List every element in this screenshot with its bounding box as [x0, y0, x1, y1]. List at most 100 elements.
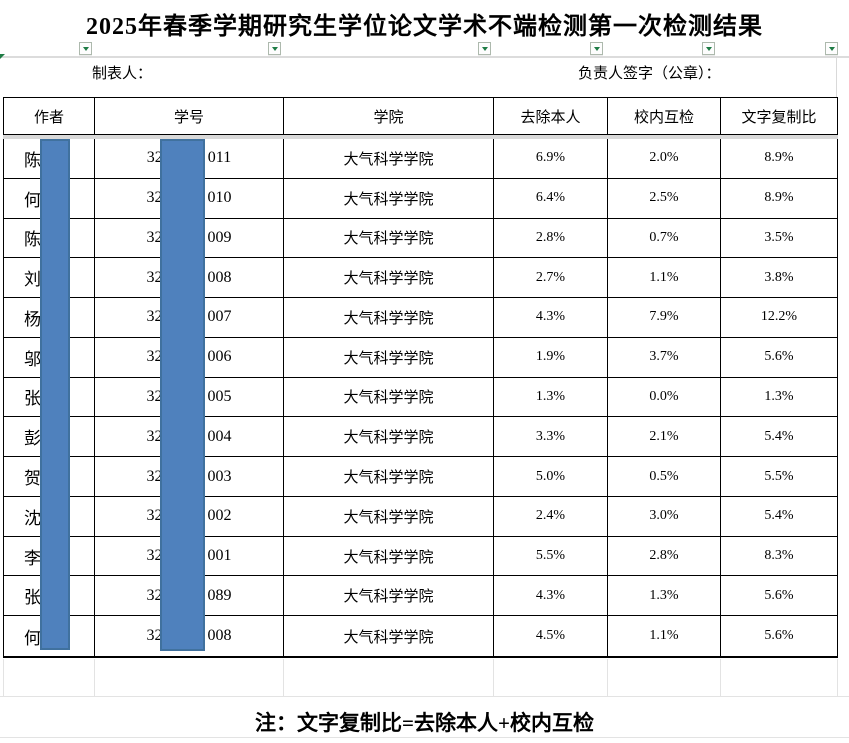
cell-college[interactable]: 大气科学学院: [284, 377, 494, 417]
column-header-author[interactable]: 作者: [4, 98, 95, 134]
cell-self-excluded[interactable]: 6.4%: [494, 178, 608, 218]
cell-college[interactable]: 大气科学学院: [284, 178, 494, 218]
cell-internal-check[interactable]: 3.7%: [608, 337, 721, 377]
cell-student-id[interactable]: 32 089: [95, 576, 284, 616]
cell-copy-ratio[interactable]: 5.6%: [764, 628, 794, 644]
cell-author[interactable]: 何: [4, 178, 95, 218]
cell-student-id[interactable]: 32 011: [95, 139, 284, 178]
cell-internal-check[interactable]: 0.5%: [608, 457, 721, 496]
column-header-internal-check[interactable]: 校内互检: [608, 98, 721, 134]
cell-author[interactable]: 陈: [4, 218, 95, 258]
cell-copy-ratio[interactable]: 3.5%: [764, 229, 794, 245]
cell-internal-check[interactable]: 0.7%: [608, 218, 721, 258]
cell-internal-check[interactable]: 7.9%: [608, 298, 721, 337]
cell-copy-ratio[interactable]: 5.6%: [764, 349, 794, 365]
cell-student-id[interactable]: 32 003: [95, 457, 284, 496]
cell-college[interactable]: 大气科学学院: [284, 258, 494, 298]
column-header-student-id[interactable]: 学号: [95, 98, 284, 134]
cell-internal-check[interactable]: 1.1%: [608, 616, 721, 656]
cell-author[interactable]: 沈: [4, 496, 95, 536]
cell-student-id[interactable]: 32 008: [95, 258, 284, 298]
cell-author[interactable]: 杨: [4, 298, 95, 337]
cell-college[interactable]: 大气科学学院: [284, 616, 494, 656]
cell-copy-ratio[interactable]: 1.3%: [764, 388, 794, 404]
cell-self-excluded[interactable]: 5.0%: [494, 457, 608, 496]
cell-copy-ratio[interactable]: 8.3%: [764, 548, 794, 564]
filter-dropdown-button[interactable]: [590, 42, 603, 55]
cell-college[interactable]: 大气科学学院: [284, 536, 494, 576]
cell-college[interactable]: 大气科学学院: [284, 337, 494, 377]
cell-self-excluded[interactable]: 6.9%: [494, 139, 608, 178]
cell-internal-check[interactable]: 2.0%: [608, 139, 721, 178]
row-divider-line: [0, 56, 849, 58]
table-header-row: 作者 学号 学院 去除本人 校内互检 文字复制比: [3, 97, 838, 135]
cell-author[interactable]: 刘: [4, 258, 95, 298]
cell-self-excluded[interactable]: 3.3%: [494, 417, 608, 457]
cell-author[interactable]: 张: [4, 576, 95, 616]
student-id-prefix: 32: [146, 228, 163, 246]
cell-college[interactable]: 大气科学学院: [284, 298, 494, 337]
page-title: 2025年春季学期研究生学位论文学术不端检测第一次检测结果: [86, 14, 763, 40]
cell-internal-check[interactable]: 2.1%: [608, 417, 721, 457]
column-header-copy-ratio[interactable]: 文字复制比: [741, 108, 817, 126]
cell-college[interactable]: 大气科学学院: [284, 139, 494, 178]
filter-dropdown-button[interactable]: [79, 42, 92, 55]
cell-author[interactable]: 张: [4, 377, 95, 417]
cell-internal-check[interactable]: 2.8%: [608, 536, 721, 576]
cell-college[interactable]: 大气科学学院: [284, 457, 494, 496]
cell-student-id[interactable]: 32 006: [95, 337, 284, 377]
cell-self-excluded[interactable]: 5.5%: [494, 536, 608, 576]
column-header-self-excluded[interactable]: 去除本人: [494, 98, 608, 134]
cell-self-excluded[interactable]: 2.7%: [494, 258, 608, 298]
cell-self-excluded[interactable]: 1.3%: [494, 377, 608, 417]
cell-self-excluded[interactable]: 2.4%: [494, 496, 608, 536]
cell-self-excluded[interactable]: 2.8%: [494, 218, 608, 258]
student-id-prefix: 32: [146, 467, 163, 485]
filter-dropdown-button[interactable]: [825, 42, 838, 55]
cell-student-id[interactable]: 32 004: [95, 417, 284, 457]
cell-self-excluded[interactable]: 4.3%: [494, 298, 608, 337]
cell-copy-ratio[interactable]: 12.2%: [760, 309, 798, 325]
author-visible-text: 陈: [24, 230, 41, 250]
student-id-suffix: 001: [207, 547, 232, 565]
cell-student-id[interactable]: 32 008: [95, 616, 284, 656]
cell-student-id[interactable]: 32 002: [95, 496, 284, 536]
cell-college[interactable]: 大气科学学院: [284, 496, 494, 536]
cell-author[interactable]: 陈: [4, 139, 95, 178]
cell-copy-ratio[interactable]: 5.6%: [764, 587, 794, 603]
cell-author[interactable]: 邬: [4, 337, 95, 377]
cell-self-excluded[interactable]: 4.5%: [494, 616, 608, 656]
filter-dropdown-icon: [481, 46, 488, 51]
cell-author[interactable]: 贺: [4, 457, 95, 496]
cell-internal-check[interactable]: 1.1%: [608, 258, 721, 298]
cell-copy-ratio[interactable]: 3.8%: [764, 269, 794, 285]
cell-internal-check[interactable]: 1.3%: [608, 576, 721, 616]
filter-dropdown-button[interactable]: [268, 42, 281, 55]
cell-student-id[interactable]: 32 005: [95, 377, 284, 417]
cell-author[interactable]: 何: [4, 616, 95, 656]
cell-internal-check[interactable]: 3.0%: [608, 496, 721, 536]
cell-self-excluded[interactable]: 1.9%: [494, 337, 608, 377]
column-header-college[interactable]: 学院: [284, 98, 494, 134]
filter-dropdown-button[interactable]: [702, 42, 715, 55]
cell-college[interactable]: 大气科学学院: [284, 417, 494, 457]
cell-student-id[interactable]: 32 010: [95, 178, 284, 218]
cell-self-excluded[interactable]: 4.3%: [494, 576, 608, 616]
cell-student-id[interactable]: 32 001: [95, 536, 284, 576]
cell-college[interactable]: 大气科学学院: [284, 576, 494, 616]
cell-internal-check[interactable]: 2.5%: [608, 178, 721, 218]
cell-internal-check[interactable]: 0.0%: [608, 377, 721, 417]
cell-student-id[interactable]: 32 009: [95, 218, 284, 258]
cell-college[interactable]: 大气科学学院: [284, 218, 494, 258]
cell-copy-ratio[interactable]: 8.9%: [764, 150, 794, 166]
cell-copy-ratio[interactable]: 5.4%: [764, 428, 794, 444]
table-row: 李 32 001 大气科学学院 5.5% 2.8% 8.3%: [4, 536, 837, 577]
cell-student-id[interactable]: 32 007: [95, 298, 284, 337]
filter-dropdown-button[interactable]: [478, 42, 491, 55]
cell-author[interactable]: 彭: [4, 417, 95, 457]
cell-author[interactable]: 李: [4, 536, 95, 576]
cell-copy-ratio[interactable]: 8.9%: [764, 190, 794, 206]
cell-copy-ratio[interactable]: 5.5%: [764, 468, 794, 484]
cell-copy-ratio[interactable]: 5.4%: [764, 508, 794, 524]
table-row: 陈 32 009 大气科学学院 2.8% 0.7% 3.5%: [4, 218, 837, 259]
